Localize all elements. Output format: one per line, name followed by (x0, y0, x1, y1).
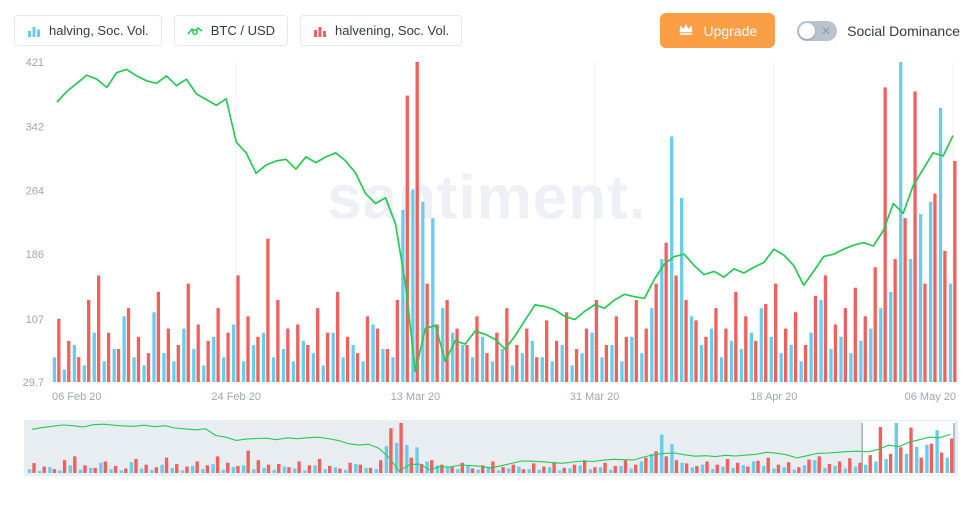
svg-text:421: 421 (26, 57, 44, 69)
x-axis-labels: 06 Feb 20 24 Feb 20 13 Mar 20 31 Mar 20 18 A… (52, 391, 956, 403)
svg-text:31 Mar 20: 31 Mar 20 (570, 391, 620, 403)
svg-text:107: 107 (26, 314, 44, 326)
btc-usd-line (56, 68, 954, 372)
svg-text:29.7: 29.7 (23, 377, 44, 389)
social-dominance-toggle[interactable]: ✕ (797, 20, 838, 41)
watermark: santiment. (326, 163, 648, 233)
header-controls: Upgrade ✕ Social Dominance (660, 13, 960, 48)
gridlines (235, 62, 954, 382)
bars-icon (313, 24, 327, 38)
svg-text:264: 264 (26, 185, 44, 197)
line-icon (187, 24, 203, 38)
legend-label: halvening, Soc. Vol. (335, 23, 450, 38)
upgrade-button[interactable]: Upgrade (660, 13, 776, 48)
toggle-label: Social Dominance (847, 22, 960, 39)
halving-bars (27, 423, 949, 473)
navigator-selection (862, 421, 955, 475)
legend: halving, Soc. Vol. BTC / USD (14, 15, 463, 46)
btc-usd-line (32, 423, 951, 472)
legend-chip-halving[interactable]: halving, Soc. Vol. (14, 15, 162, 46)
navigator-canvas[interactable] (24, 420, 958, 476)
navigator[interactable] (24, 420, 964, 481)
halvening-bars (32, 423, 954, 473)
crown-icon (678, 22, 694, 39)
svg-text:06 Feb 20: 06 Feb 20 (52, 391, 102, 403)
toolbar: halving, Soc. Vol. BTC / USD (0, 0, 974, 54)
legend-chip-halvening[interactable]: halvening, Soc. Vol. (300, 15, 463, 46)
svg-text:24 Feb 20: 24 Feb 20 (211, 391, 261, 403)
svg-text:186: 186 (26, 249, 44, 261)
legend-chip-btc-usd[interactable]: BTC / USD (173, 15, 289, 46)
svg-text:342: 342 (26, 122, 44, 134)
legend-label: halving, Soc. Vol. (49, 23, 149, 38)
y-axis-labels: 421 342 264 186 107 29.7 (23, 57, 44, 389)
svg-text:06 May 20: 06 May 20 (905, 391, 956, 403)
toggle-knob (799, 22, 816, 39)
upgrade-label: Upgrade (703, 22, 758, 39)
toggle-off-icon: ✕ (821, 23, 832, 38)
halvening-bars (57, 62, 957, 383)
main-chart[interactable]: santiment. 421 342 264 186 107 29.7 06 Feb 20 2… (8, 56, 966, 412)
social-dominance-control: ✕ Social Dominance (797, 20, 960, 41)
bars-icon (27, 24, 41, 38)
legend-label: BTC / USD (210, 23, 276, 38)
svg-text:18 Apr 20: 18 Apr 20 (750, 391, 797, 403)
price-volume-chart-canvas[interactable]: 421 342 264 186 107 29.7 06 Feb 20 24 Feb 20 13 … (8, 56, 966, 408)
svg-text:13 Mar 20: 13 Mar 20 (391, 391, 441, 403)
